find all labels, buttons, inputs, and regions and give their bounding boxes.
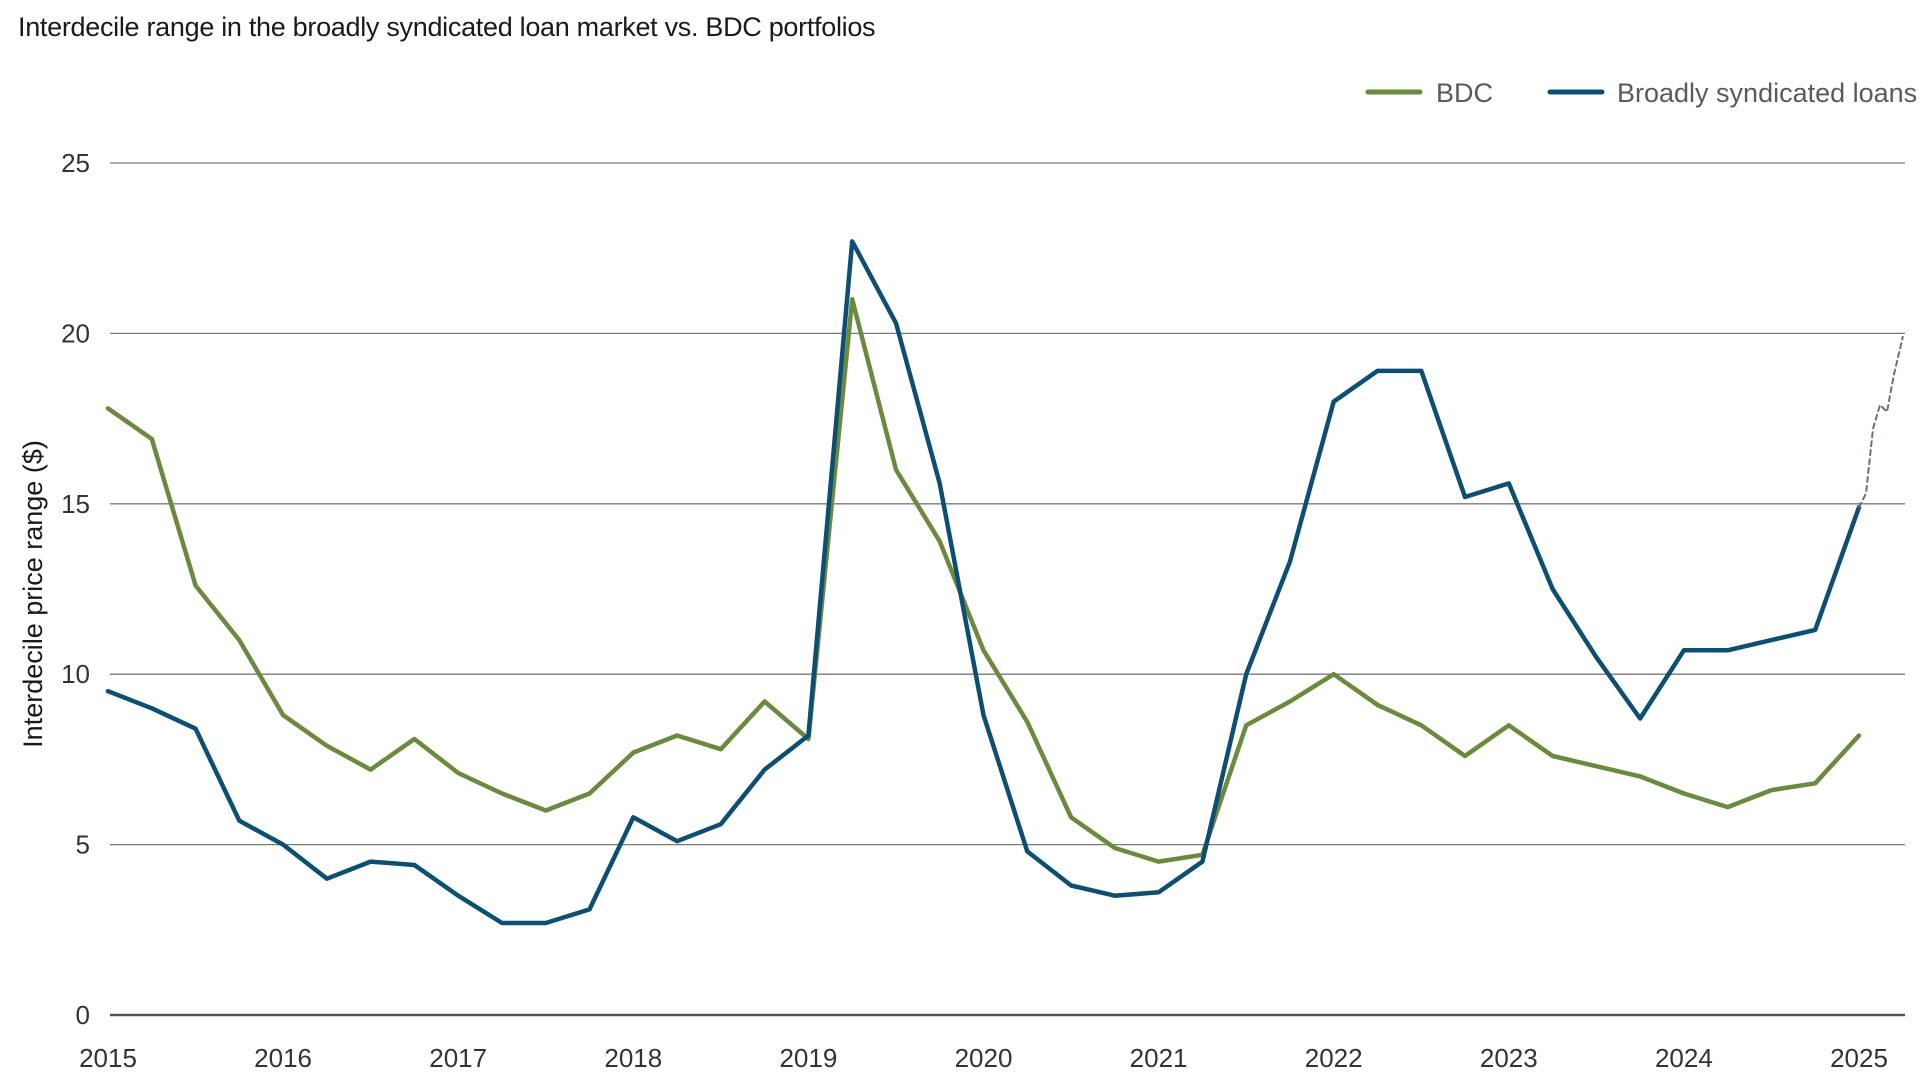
x-tick-label: 2015 [79, 1043, 137, 1073]
x-tick-label: 2021 [1130, 1043, 1188, 1073]
y-tick-label: 20 [61, 318, 90, 348]
x-tick-label: 2025 [1830, 1043, 1888, 1073]
y-tick-label: 5 [76, 830, 90, 860]
bsl-line [105, 239, 1862, 926]
y-tick-label: 0 [76, 1000, 90, 1030]
legend-bsl-label: Broadly syndicated loans [1617, 78, 1917, 108]
x-tick-label: 2024 [1655, 1043, 1713, 1073]
x-tick-label: 2017 [429, 1043, 487, 1073]
y-tick-label: 25 [61, 148, 90, 178]
x-tick-label: 2018 [604, 1043, 662, 1073]
chart-title: Interdecile range in the broadly syndica… [18, 12, 876, 42]
x-tick-label: 2022 [1305, 1043, 1363, 1073]
y-axis-label: Interdecile price range ($) [18, 440, 48, 748]
x-tick-label: 2016 [254, 1043, 312, 1073]
x-tick-label: 2019 [779, 1043, 837, 1073]
y-tick-label: 15 [61, 489, 90, 519]
x-tick-label: 2023 [1480, 1043, 1538, 1073]
x-tick-label: 2020 [955, 1043, 1013, 1073]
legend-bdc-label: BDC [1436, 78, 1493, 108]
y-tick-label: 10 [61, 659, 90, 689]
bdc-line [105, 297, 1862, 864]
bsl-extension-line [1858, 335, 1904, 509]
